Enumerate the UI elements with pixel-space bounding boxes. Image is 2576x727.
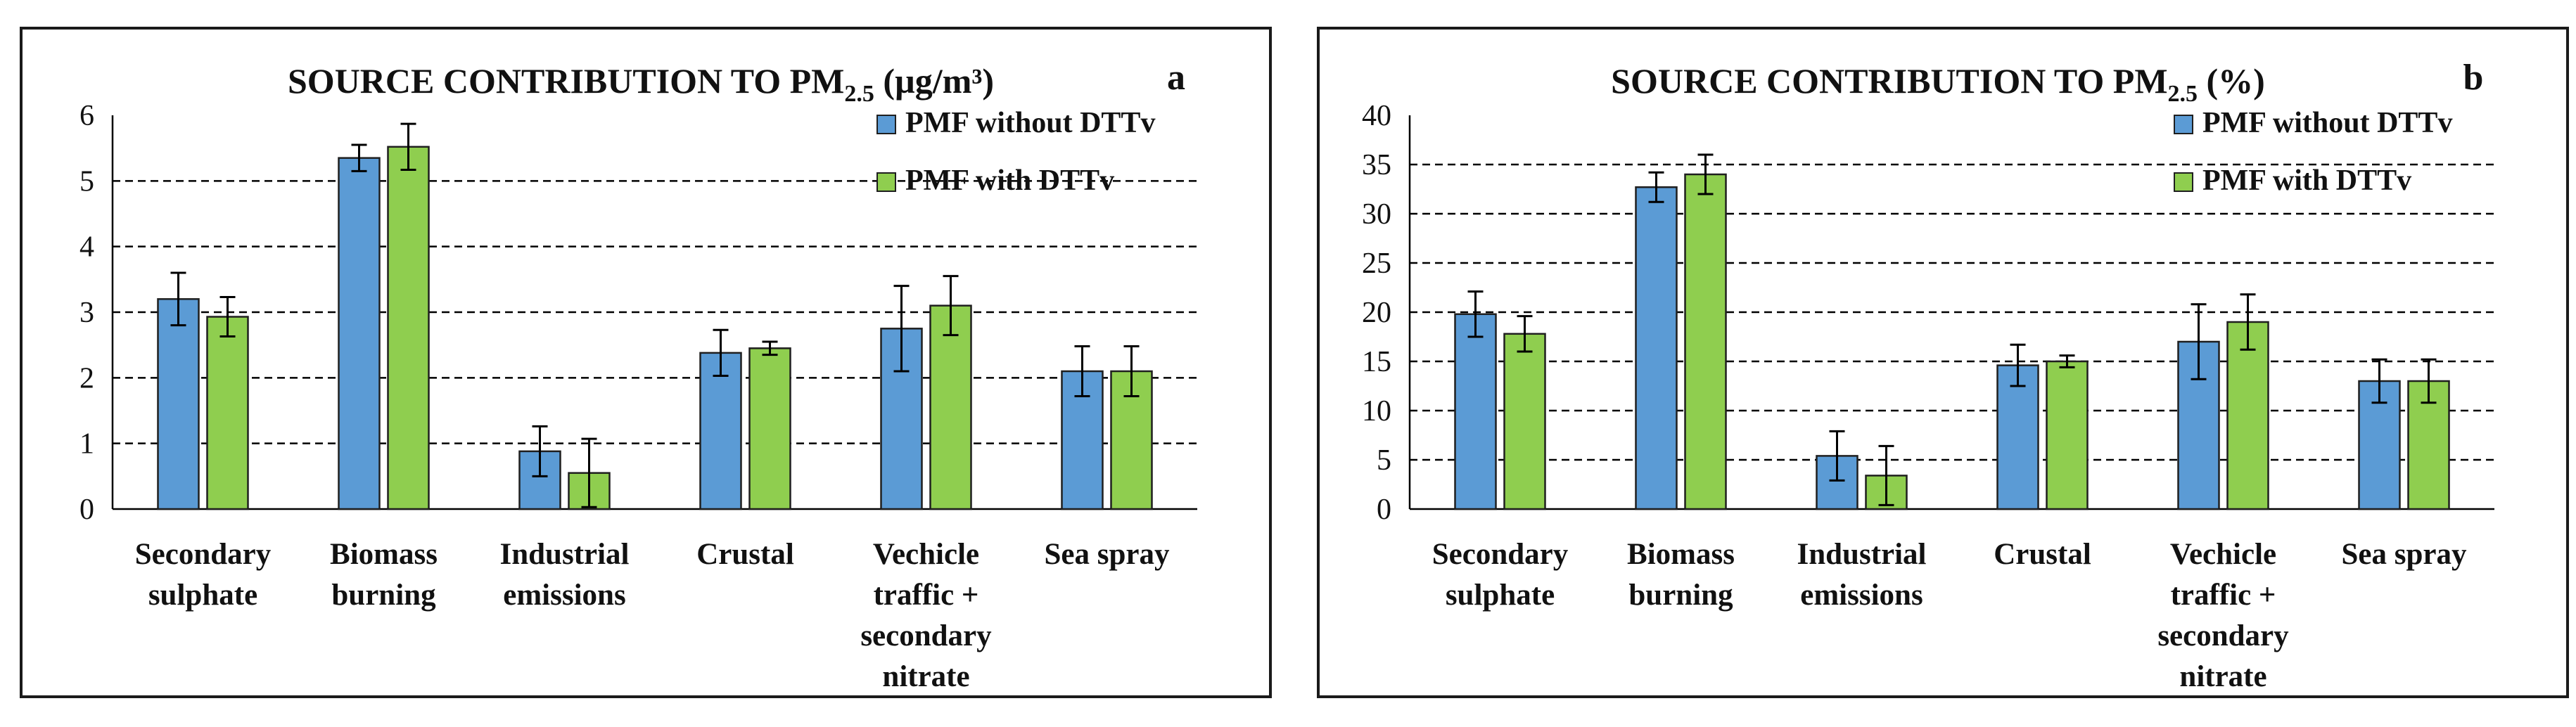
x-category-line: Secondary — [135, 538, 272, 571]
x-category-line: Sea spray — [2342, 538, 2467, 571]
chart-title: SOURCE CONTRIBUTION TO PM2.5 (µg/m³) — [288, 61, 994, 107]
x-category-label: Vechicle traffic + secondary nitrate — [2157, 538, 2289, 693]
legend-item-without-dttv-swatch — [876, 115, 896, 134]
x-category-label: Crustal — [696, 538, 794, 571]
y-tick-label: 0 — [1377, 494, 1391, 526]
y-tick-label: 5 — [1377, 444, 1391, 477]
x-category-label: Secondary sulphate — [1432, 538, 1569, 612]
y-tick-label: 35 — [1362, 149, 1391, 181]
chart-title-subscript: 2.5 — [2168, 81, 2198, 107]
x-category-line: nitrate — [882, 660, 969, 693]
y-tick-label: 15 — [1362, 346, 1391, 378]
chart-title: SOURCE CONTRIBUTION TO PM2.5 (%) — [1611, 61, 2265, 107]
y-tick-label: 25 — [1362, 247, 1391, 280]
chart-title-suffix: (µg/m³) — [874, 61, 994, 101]
legend-item-without-dttv-swatch — [2174, 115, 2193, 134]
panel-letter: a — [1167, 58, 1185, 98]
x-category-label: Crustal — [1994, 538, 2091, 571]
x-category-label: Secondary sulphate — [135, 538, 272, 612]
bar-without-dttv — [338, 157, 381, 510]
y-tick-label: 40 — [1362, 100, 1391, 132]
legend-item-without-dttv-label: PMF without DTTv — [905, 107, 1155, 139]
y-tick-label: 4 — [79, 231, 94, 264]
x-category-line: traffic + — [874, 579, 979, 612]
x-category-line: Biomass — [330, 538, 438, 571]
chart-title-main: SOURCE CONTRIBUTION TO PM — [1611, 61, 2167, 101]
y-tick-label: 0 — [79, 494, 94, 526]
chart-title-subscript: 2.5 — [844, 81, 874, 107]
y-tick-label: 10 — [1362, 395, 1391, 427]
y-tick-label: 20 — [1362, 297, 1391, 329]
bar-with-dttv — [387, 146, 430, 510]
y-tick-label: 6 — [79, 100, 94, 132]
x-category-line: nitrate — [2179, 660, 2266, 693]
bar-with-dttv — [929, 304, 972, 510]
y-tick-label: 2 — [79, 362, 94, 394]
bar-with-dttv — [748, 347, 791, 510]
panel-letter: b — [2463, 58, 2484, 98]
x-category-line: traffic + — [2171, 579, 2276, 612]
x-category-line: emissions — [1800, 579, 1923, 612]
x-category-line: Industrial — [1797, 538, 1926, 571]
x-category-label: Sea spray — [1045, 538, 1170, 571]
x-category-line: burning — [1628, 579, 1733, 612]
x-category-line: sulphate — [1446, 579, 1555, 612]
chart-title-suffix: (%) — [2198, 61, 2265, 101]
y-tick-label: 1 — [79, 428, 94, 461]
bar-with-dttv — [206, 316, 249, 510]
x-category-line: emissions — [503, 579, 625, 612]
chart-panel-b: SOURCE CONTRIBUTION TO PM2.5 (%) b 0 5 10 15 2… — [1317, 27, 2569, 698]
x-category-line: Sea spray — [1045, 538, 1170, 571]
x-category-line: Secondary — [1432, 538, 1569, 571]
y-tick-label: 30 — [1362, 198, 1391, 231]
bar-with-dttv — [1684, 173, 1727, 510]
legend-item-with-dttv-swatch — [876, 172, 896, 192]
bar-without-dttv — [1635, 186, 1678, 510]
bar-with-dttv — [2046, 360, 2089, 510]
bar-without-dttv — [1454, 313, 1497, 510]
legend-item-without-dttv-label: PMF without DTTv — [2202, 107, 2452, 139]
x-category-label: Biomass burning — [330, 538, 438, 612]
x-category-line: Crustal — [1994, 538, 2091, 571]
bar-without-dttv — [157, 298, 200, 510]
x-category-line: burning — [331, 579, 436, 612]
x-category-line: Crustal — [696, 538, 794, 571]
x-category-line: secondary — [2157, 619, 2289, 652]
x-category-line: secondary — [860, 619, 992, 652]
chart-title-main: SOURCE CONTRIBUTION TO PM — [288, 61, 844, 101]
x-category-line: Biomass — [1627, 538, 1735, 571]
chart-svg: SOURCE CONTRIBUTION TO PM2.5 (µg/m³) a 0 1 2… — [79, 58, 1197, 693]
chart-svg: SOURCE CONTRIBUTION TO PM2.5 (%) b 0 5 10 15 2… — [1362, 58, 2494, 693]
x-category-label: Vechicle traffic + secondary nitrate — [860, 538, 992, 693]
x-category-label: Biomass burning — [1627, 538, 1735, 612]
x-category-line: sulphate — [148, 579, 257, 612]
bar-with-dttv — [1503, 333, 1546, 510]
bar-without-dttv — [699, 352, 742, 510]
x-category-label: Industrial emissions — [1797, 538, 1926, 612]
x-category-line: Vechicle — [2170, 538, 2276, 571]
legend-item-with-dttv-label: PMF with DTTv — [2202, 165, 2411, 197]
y-tick-label: 3 — [79, 297, 94, 329]
x-category-line: Industrial — [499, 538, 629, 571]
y-tick-label: 5 — [79, 165, 94, 198]
x-category-label: Sea spray — [2342, 538, 2467, 571]
x-category-line: Vechicle — [873, 538, 979, 571]
x-category-label: Industrial emissions — [499, 538, 629, 612]
legend-item-with-dttv-swatch — [2174, 172, 2193, 192]
chart-panel-a: SOURCE CONTRIBUTION TO PM2.5 (µg/m³) a 0 1 2… — [20, 27, 1272, 698]
legend-item-with-dttv-label: PMF with DTTv — [905, 165, 1114, 197]
